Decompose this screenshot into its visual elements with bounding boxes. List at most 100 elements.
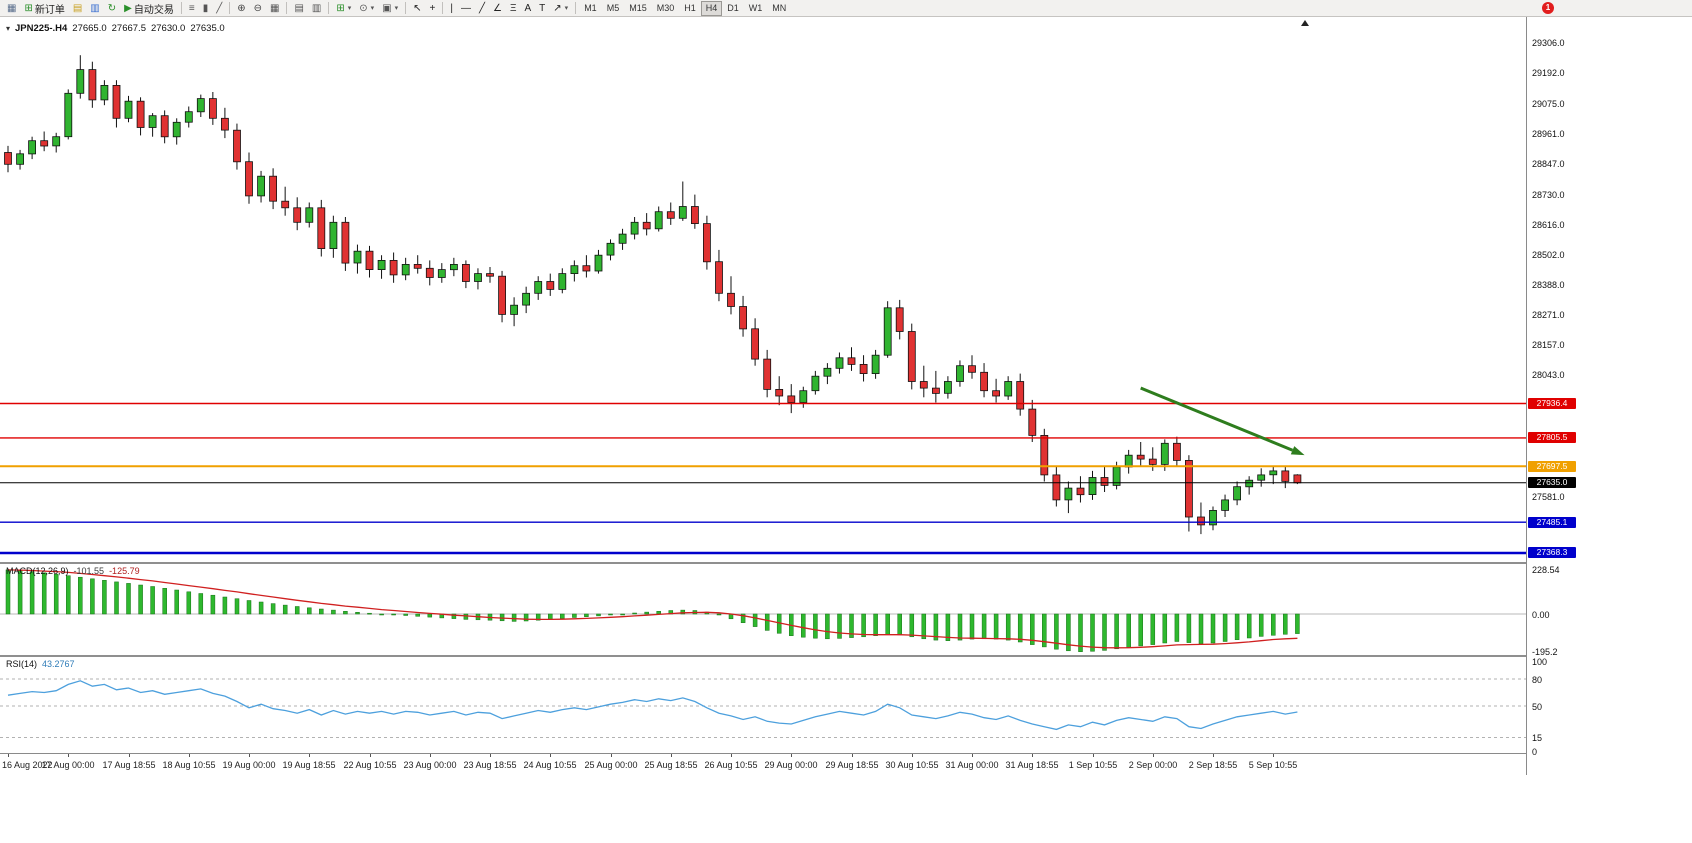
ohlc-close-value: 27635.0 (190, 23, 225, 34)
macd-bar (29, 571, 35, 615)
cursor-button[interactable]: ↖ (409, 1, 425, 16)
time-axis-tick (370, 754, 371, 757)
macd-bar (752, 613, 758, 627)
macd-name: MACD(12,26,9) (6, 566, 69, 576)
timeframe-button-h1[interactable]: H1 (684, 2, 696, 13)
candle-body (1293, 474, 1302, 484)
time-axis-tick (68, 754, 69, 757)
price-chart-canvas[interactable] (0, 17, 1526, 563)
timeframe-button-mn[interactable]: MN (772, 2, 787, 13)
panel-splitter[interactable] (0, 655, 1578, 657)
timeframe-button-m30[interactable]: M30 (656, 2, 675, 13)
time-axis-tick (1273, 754, 1274, 757)
tile-windows-button[interactable]: ▦ (266, 1, 283, 16)
time-axis-label: 24 Aug 10:55 (523, 760, 577, 770)
profile-button[interactable]: ▥ (86, 1, 103, 16)
candle-body (124, 100, 133, 119)
timeframe-button-m1[interactable]: M1 (584, 2, 597, 13)
trendline-button[interactable]: ╱ (475, 1, 489, 16)
chart-menu-caret-icon[interactable]: ▾ (6, 24, 11, 33)
profile-icon: ▥ (90, 2, 100, 14)
new-chart-button[interactable]: ▦ (3, 1, 20, 16)
current-price-badge: 27635.0 (1528, 477, 1576, 488)
period-button[interactable]: ⊙ ▾ (355, 1, 378, 16)
candle-body (835, 357, 844, 369)
candle-body (546, 281, 555, 290)
time-axis-tick (671, 754, 672, 757)
candle-body (100, 85, 109, 101)
macd-bar (222, 596, 228, 615)
macd-bar (270, 603, 276, 615)
candle-body (630, 221, 639, 235)
time-axis-tick (1153, 754, 1154, 757)
macd-bar (969, 613, 975, 640)
template-button[interactable]: ▣ ▾ (378, 1, 402, 16)
macd-bar (367, 612, 372, 615)
timeframe-button-m15[interactable]: M15 (629, 2, 647, 13)
fibonacci-button[interactable]: Ξ (506, 1, 521, 16)
candlestick-chart-button[interactable]: ▮ (199, 1, 213, 16)
rsi-axis-label: 50 (1532, 702, 1543, 712)
refresh-button[interactable]: ↻ (104, 1, 120, 16)
macd-chart-canvas[interactable] (0, 565, 1526, 655)
new-order-button[interactable]: ⊞ 新订单 (20, 1, 68, 16)
notification-badge[interactable]: 1 (1542, 2, 1554, 14)
macd-axis-label: 228.54 (1532, 565, 1560, 575)
channel-button[interactable]: ∠ (489, 1, 506, 16)
shapes-icon: ↗ (553, 2, 562, 14)
chart-shift-marker[interactable] (1301, 20, 1309, 26)
arrange-horizontal-button[interactable]: ▤ (290, 1, 307, 16)
candle-body (293, 207, 302, 223)
macd-bar (1198, 613, 1204, 645)
zoom-in-button[interactable]: ⊕ (233, 1, 249, 16)
text-button[interactable]: A (521, 1, 536, 16)
macd-bar (801, 613, 806, 638)
candle-body (594, 254, 603, 272)
price-axis[interactable]: 29306.0 29192.0 29075.0 28961.0 28847.0 28730… (1527, 17, 1591, 775)
toolbar-separator (180, 2, 182, 14)
rsi-chart-canvas[interactable] (0, 658, 1526, 752)
label-button[interactable]: T (535, 1, 549, 16)
price-axis-label: 29306.0 (1532, 38, 1565, 48)
bar-chart-button[interactable]: ≡ (185, 1, 199, 16)
candle-body (678, 206, 687, 219)
macd-bar (909, 613, 915, 638)
vertical-line-button[interactable]: | (446, 1, 457, 16)
add-indicator-button[interactable]: ⊞ ▾ (332, 1, 355, 16)
macd-bar (78, 576, 83, 615)
time-axis[interactable]: 16 Aug 2022 17 Aug 00:00 17 Aug 18:55 18 Au… (0, 753, 1526, 776)
horizontal-line-button[interactable]: — (457, 1, 475, 16)
timeframe-button-m5[interactable]: M5 (606, 2, 620, 13)
zoom-out-button[interactable]: ⊖ (250, 1, 266, 16)
arrange-vertical-button[interactable]: ▥ (308, 1, 325, 16)
panel-splitter[interactable] (0, 562, 1578, 564)
crosshair-button[interactable]: + (426, 1, 440, 16)
time-axis-label: 25 Aug 18:55 (644, 760, 698, 770)
line-chart-button[interactable]: ╱ (212, 1, 226, 16)
macd-bar (282, 604, 288, 615)
timeframe-button-w1[interactable]: W1 (748, 2, 763, 13)
candle-body (4, 152, 12, 165)
auto-trading-button[interactable]: ▶ 自动交易 (120, 1, 178, 16)
time-axis-tick (550, 754, 551, 757)
crosshair-icon: + (429, 2, 436, 14)
macd-bar (234, 598, 240, 615)
shapes-button[interactable]: ↗ ▾ (549, 1, 572, 16)
time-axis-tick (249, 754, 250, 757)
candle-body (365, 250, 374, 270)
macd-bar (813, 613, 818, 639)
time-axis-label: 18 Aug 10:55 (162, 760, 216, 770)
rsi-axis-label: 80 (1532, 675, 1543, 685)
chart-window[interactable]: ▾ JPN225-.H4 27665.0 27667.5 27630.0 276… (0, 17, 1591, 776)
timeframe-button-d1[interactable]: D1 (727, 2, 739, 13)
new-order-button-label: 新订单 (34, 4, 65, 16)
macd-bar (849, 613, 854, 638)
history-center-button[interactable]: ▤ (69, 1, 86, 16)
macd-bar (764, 613, 770, 631)
macd-bar (1090, 613, 1095, 652)
timeframe-button-h4[interactable]: H4 (700, 0, 723, 16)
macd-bar (258, 601, 264, 615)
time-axis-tick (1213, 754, 1214, 757)
time-axis-tick (972, 754, 973, 757)
